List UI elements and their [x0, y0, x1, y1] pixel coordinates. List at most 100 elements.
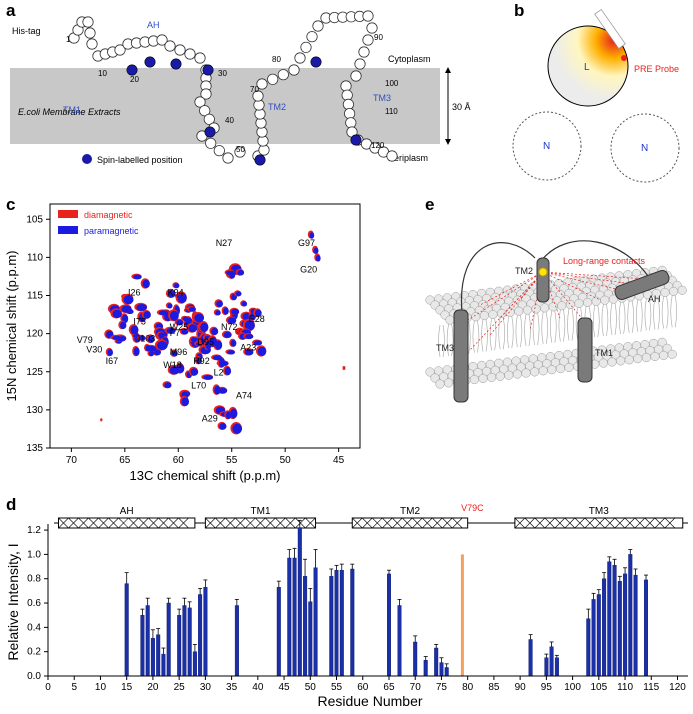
bar-residue-106: [602, 578, 607, 677]
contact-line: [542, 271, 621, 291]
panel-label-b: b: [514, 1, 524, 20]
bar-residue-21: [156, 634, 161, 677]
chart-y-tick-label: 0.0: [27, 671, 41, 682]
micelle-small-2: [610, 113, 680, 183]
residue-bead: [199, 105, 211, 117]
residue-bead: [362, 34, 374, 46]
segment-hatch: [412, 517, 423, 529]
diamagnetic-peak: [342, 365, 346, 370]
lipid-head: [667, 349, 677, 359]
residue-bead: [342, 98, 354, 111]
paramagnetic-peak: [232, 423, 242, 434]
spin-labelled-residue: [202, 64, 214, 76]
segment-hatch: [452, 517, 463, 529]
residue-bead: [194, 52, 206, 64]
paramagnetic-peak: [209, 336, 217, 347]
spectrum-y-tick-label: 120: [26, 329, 43, 340]
chart-x-tick-label: 30: [200, 682, 212, 693]
residue-bead: [205, 137, 217, 149]
paramagnetic-peak: [112, 335, 122, 340]
lipid-head: [495, 371, 505, 381]
bar-residue-25: [177, 615, 182, 677]
paramagnetic-peak: [167, 290, 176, 298]
lipid-tail: [532, 312, 540, 345]
lipid-tail: [610, 302, 617, 336]
spectrum-x-tick-label: 65: [119, 455, 131, 466]
segment-hatch: [255, 517, 266, 529]
bar-residue-105: [596, 594, 601, 677]
residue-number-120: 120: [371, 141, 385, 150]
lipid-tail: [644, 298, 652, 331]
nmr-spectrum-panel: 70 65 60 55 50 45 105 110 115 120 125 130 135 diamag…: [4, 203, 361, 483]
lipid-head: [505, 307, 515, 317]
segment-hatch: [58, 517, 69, 529]
lipid-head: [522, 305, 532, 315]
chart-x-tick-label: 25: [174, 682, 186, 693]
segment-label-tm1: TM1: [63, 105, 81, 115]
contacts-label: Long-range contacts: [563, 256, 646, 266]
membrane-label: E.coli Membrane Extracts: [18, 107, 121, 117]
peak-label: N27: [216, 238, 233, 248]
segment-hatch: [265, 517, 276, 529]
lipid-tail: [438, 324, 445, 358]
segment-hatch: [78, 517, 89, 529]
intensity-bar-chart: AH TM1 TM2 TM3 V79C 0 5 10 15 20 25 30 35 40 45 50 55 6…: [5, 503, 688, 709]
membrane-topology-panel: E.coli Membrane Extracts His-tag Cytopla…: [10, 10, 471, 166]
bar-residue-18: [140, 615, 145, 677]
residue-bead: [156, 34, 168, 46]
segment-hatch: [402, 517, 413, 529]
lipid-head: [471, 312, 481, 322]
legend-label-paramagnetic: paramagnetic: [84, 226, 139, 236]
bar-residue-23: [166, 602, 171, 677]
spin-label-site: [538, 267, 548, 277]
spin-labelled-residue: [310, 56, 322, 68]
paramagnetic-peak: [181, 397, 189, 407]
residue-bead: [213, 145, 225, 157]
chart-y-tick-label: 0.8: [27, 574, 41, 585]
panel-label-c: c: [6, 195, 15, 214]
chart-x-tick-label: 95: [541, 682, 553, 693]
segment-hatch: [235, 517, 246, 529]
lipid-head: [530, 367, 540, 377]
residue-number-110: 110: [385, 107, 398, 116]
residue-bead: [86, 38, 98, 50]
segment-hatch: [442, 517, 453, 529]
lipid-head: [547, 365, 557, 375]
segment-hatch: [392, 517, 403, 529]
lipid-head: [564, 362, 574, 373]
segment-hatch: [564, 517, 576, 529]
segment-hatch: [624, 517, 636, 529]
contact-line: [467, 271, 544, 321]
residue-bead: [288, 64, 300, 76]
residue-number-10: 10: [98, 69, 107, 78]
chart-x-tick-label: 65: [383, 682, 395, 693]
chart-y-tick-label: 1.2: [27, 525, 41, 536]
bar-residue-48: [297, 527, 302, 677]
chart-x-tick-label: 80: [462, 682, 474, 693]
legend-label-diamagnetic: diamagnetic: [84, 210, 133, 220]
peak-label: N72: [221, 322, 238, 332]
lipid-head: [488, 309, 498, 320]
segment-hatch: [138, 517, 149, 529]
spin-legend-marker: [82, 154, 92, 164]
bar-residue-51: [313, 567, 318, 677]
segment-hatch: [245, 517, 256, 529]
chart-y-tick-label: 0.2: [27, 647, 41, 658]
peak-label: K94: [168, 288, 184, 298]
lipid-head: [565, 300, 575, 310]
spectrum-y-tick-label: 105: [26, 214, 43, 225]
residue-bead: [184, 48, 196, 60]
chart-x-tick-label: 100: [564, 682, 581, 693]
contact-line: [542, 271, 586, 323]
lipid-head: [479, 311, 489, 321]
lipid-head: [538, 366, 548, 376]
segment-label-tm1: TM1: [251, 506, 271, 517]
paramagnetic-peak: [194, 313, 204, 323]
residue-bead: [354, 58, 366, 70]
bar-residue-47: [292, 557, 297, 677]
residue-bead: [306, 31, 318, 43]
lipid-head: [633, 354, 643, 364]
segment-hatch: [108, 517, 119, 529]
bar-residue-58: [350, 568, 355, 677]
lipid-tail: [506, 316, 514, 349]
